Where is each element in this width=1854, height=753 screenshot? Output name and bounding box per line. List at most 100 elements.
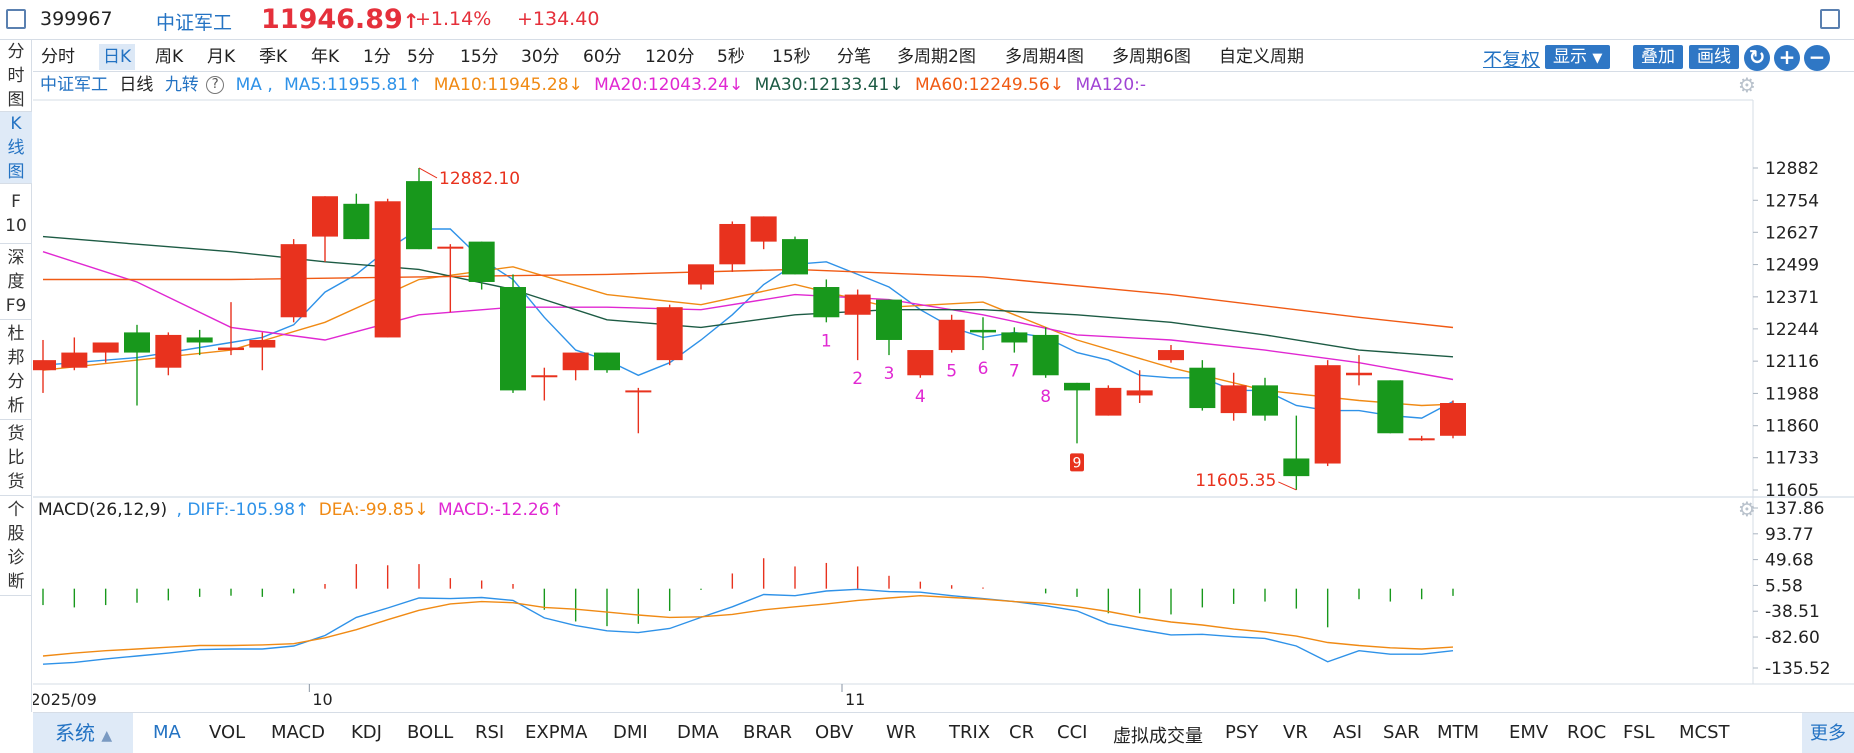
candle[interactable] [249, 332, 276, 371]
window-toggle-icon[interactable] [1820, 9, 1840, 29]
tab-period[interactable]: 周K [155, 47, 184, 67]
tab-period[interactable]: 多周期2图 [897, 47, 976, 67]
candle[interactable] [1408, 435, 1435, 441]
indicator-tab[interactable]: RSI [475, 722, 505, 743]
tab-period[interactable]: 60分 [583, 47, 622, 67]
refresh-icon[interactable]: ↻ [1744, 45, 1770, 71]
tab-period[interactable]: 季K [259, 47, 288, 67]
candle[interactable] [1126, 370, 1153, 404]
candle[interactable] [813, 279, 840, 323]
tab-period[interactable]: 分笔 [837, 47, 871, 67]
candle[interactable] [186, 329, 213, 356]
candle[interactable] [155, 332, 182, 376]
macd-name[interactable]: MACD(26,12,9) [38, 500, 168, 520]
candle[interactable] [907, 350, 934, 378]
candle[interactable] [562, 352, 589, 381]
indicator-tab[interactable]: BRAR [743, 722, 792, 743]
candle[interactable] [1032, 327, 1059, 378]
tab-period[interactable]: 日K [99, 44, 136, 70]
tab-period[interactable]: 月K [207, 47, 236, 67]
indicator-tab[interactable]: CCI [1057, 722, 1088, 743]
candle[interactable] [782, 236, 808, 275]
tab-period[interactable]: 5秒 [717, 47, 745, 67]
candle[interactable] [688, 264, 714, 290]
indicator-tab[interactable]: MCST [1679, 722, 1730, 743]
show-button[interactable]: 显示 ▼ [1545, 45, 1611, 69]
candle[interactable] [844, 289, 871, 361]
candle[interactable] [312, 196, 338, 262]
help-icon[interactable]: ? [206, 76, 225, 94]
indicator-tab[interactable]: 虚拟成交量 [1113, 726, 1203, 747]
more-button[interactable]: 更多 [1802, 713, 1854, 753]
indicator-tab[interactable]: BOLL [407, 722, 454, 743]
indicator-tab[interactable]: MA [153, 722, 181, 743]
sidebar-item-5[interactable]: 货比货 [0, 420, 32, 496]
candle[interactable] [1252, 377, 1278, 421]
tab-period[interactable]: 15分 [460, 47, 499, 67]
candle[interactable] [468, 241, 495, 290]
indicator-tab[interactable]: ROC [1567, 722, 1607, 743]
indicator-tab[interactable]: MTM [1437, 722, 1480, 743]
candle[interactable] [1283, 415, 1310, 490]
indicator-tab[interactable]: WR [886, 722, 917, 743]
candle[interactable] [374, 198, 401, 338]
indicator-tab[interactable]: MACD [271, 722, 325, 743]
candle[interactable] [1377, 380, 1404, 434]
indicator-tab[interactable]: FSL [1623, 722, 1655, 743]
candle[interactable] [280, 239, 307, 323]
legend-nine-turn[interactable]: 九转 [164, 75, 199, 95]
candle[interactable] [1189, 360, 1216, 411]
indicator-tab[interactable]: TRIX [949, 722, 991, 743]
tab-period[interactable]: 多周期6图 [1112, 47, 1191, 67]
indicator-tab[interactable]: PSY [1225, 722, 1259, 743]
candle[interactable] [876, 299, 902, 356]
macd-settings-icon[interactable]: ⚙ [1738, 497, 1756, 521]
zoom-out-icon[interactable]: − [1804, 45, 1830, 71]
candle[interactable] [625, 387, 652, 434]
sidebar-item-4[interactable]: 杜邦分析 [0, 320, 32, 420]
candle[interactable] [938, 314, 965, 353]
sidebar-item-3[interactable]: 深度 F9 [0, 244, 32, 320]
tab-period[interactable]: 多周期4图 [1005, 47, 1084, 67]
sidebar-item-0[interactable]: 分时图 [0, 40, 32, 112]
indicator-tab[interactable]: VR [1283, 722, 1308, 743]
candle[interactable] [1158, 345, 1184, 363]
candle[interactable] [1064, 382, 1090, 444]
candle[interactable] [33, 339, 56, 393]
candle[interactable] [1314, 360, 1341, 467]
main-chart-settings-icon[interactable]: ⚙ [1738, 73, 1756, 97]
candle[interactable] [1440, 400, 1466, 439]
tab-period[interactable]: 120分 [645, 47, 695, 67]
fuquan-selector[interactable]: 不复权 [1483, 49, 1541, 71]
candle[interactable] [218, 302, 244, 356]
indicator-tab[interactable]: SAR [1383, 722, 1420, 743]
tab-period[interactable]: 1分 [363, 47, 391, 67]
candle[interactable] [656, 304, 683, 366]
tab-period[interactable]: 30分 [521, 47, 560, 67]
indicator-tab[interactable]: EXPMA [525, 722, 588, 743]
candle[interactable] [970, 317, 996, 351]
indicator-tab[interactable]: VOL [209, 722, 246, 743]
tab-period[interactable]: 分时 [41, 47, 75, 67]
candle[interactable] [1346, 355, 1372, 386]
indicator-tab[interactable]: DMA [677, 722, 719, 743]
indicator-tab[interactable]: EMV [1509, 722, 1549, 743]
draw-line-button[interactable]: 画线 [1689, 45, 1739, 69]
indicator-tab[interactable]: CR [1009, 722, 1035, 743]
candle[interactable] [92, 342, 119, 363]
kline-chart[interactable]: 12 345 6 78 9 12882.10 11605.35 12882 12754 126… [33, 72, 1854, 712]
left-panel-toggle-icon[interactable] [6, 9, 26, 29]
candle[interactable] [437, 244, 464, 313]
candle[interactable] [61, 337, 88, 371]
indicator-tab[interactable]: ASI [1333, 722, 1363, 743]
system-menu-button[interactable]: 系统 ▲ [33, 713, 133, 753]
candle[interactable] [124, 324, 150, 406]
candle[interactable] [1095, 385, 1122, 416]
overlay-button[interactable]: 叠加 [1633, 45, 1683, 69]
candle[interactable] [1001, 327, 1028, 353]
zoom-in-icon[interactable]: + [1774, 45, 1800, 71]
tab-period[interactable]: 自定义周期 [1219, 47, 1304, 67]
indicator-tab[interactable]: KDJ [351, 722, 382, 743]
candle[interactable] [343, 193, 370, 240]
